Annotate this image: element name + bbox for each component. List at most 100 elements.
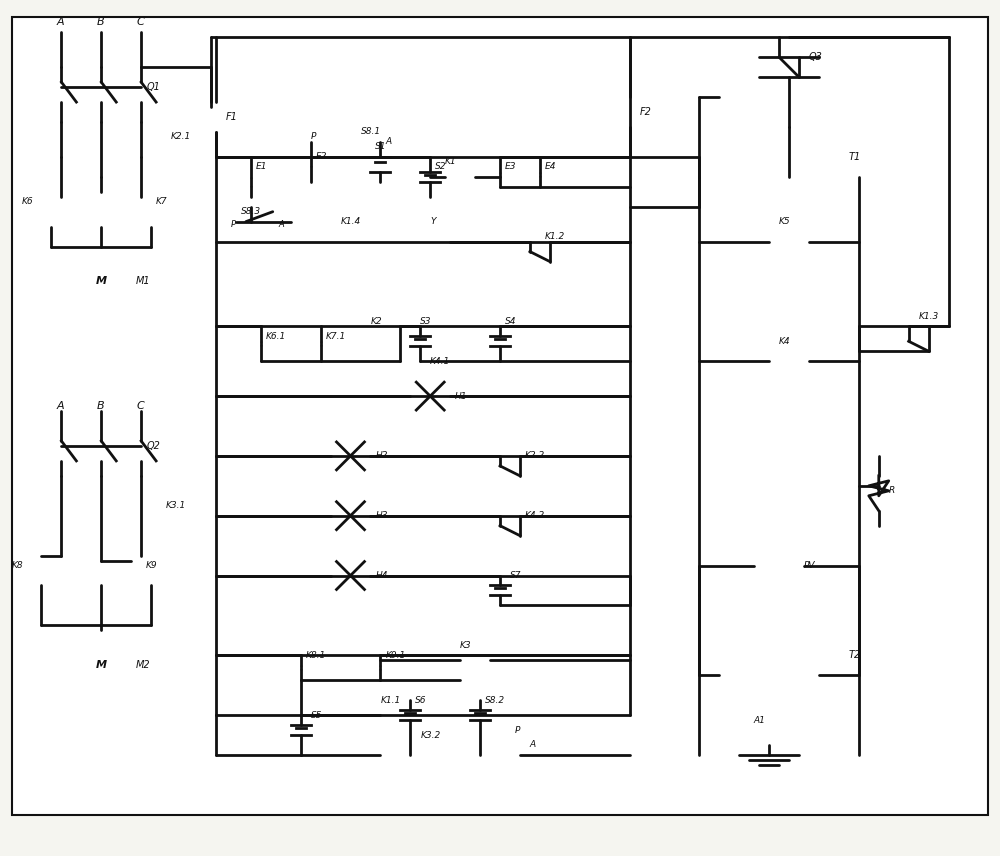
Bar [22,556,61,586]
Text: K3: K3 [460,641,472,650]
Text: K2.1: K2.1 [171,133,191,141]
Circle shape [297,711,305,719]
Text: Q3: Q3 [809,52,823,62]
Text: K7.1: K7.1 [326,332,346,341]
Text: K1.2: K1.2 [545,232,565,241]
Text: T1: T1 [849,152,861,162]
Circle shape [754,541,804,591]
Text: K1.3: K1.3 [919,312,939,321]
Text: A: A [279,220,284,229]
Text: T2: T2 [849,651,861,660]
Text: A: A [530,740,536,750]
Text: K9.1: K9.1 [385,651,406,660]
Text: S2: S2 [435,163,447,171]
Text: Y: Y [430,217,436,226]
Text: F2: F2 [640,107,651,117]
Circle shape [785,173,793,181]
Circle shape [212,392,220,400]
Text: M1: M1 [136,276,151,287]
Bar [121,197,161,227]
Text: P: P [515,726,520,734]
Text: S5: S5 [311,710,322,720]
Text: K1.4: K1.4 [341,217,361,226]
Text: E2: E2 [316,152,327,162]
Text: K9: K9 [146,561,158,570]
Text: M2: M2 [136,660,151,670]
Text: A: A [385,138,391,146]
Circle shape [66,247,136,317]
Text: M: M [96,660,107,670]
Text: K4.2: K4.2 [525,511,545,520]
Text: Q1: Q1 [146,82,160,92]
Circle shape [212,238,220,246]
Circle shape [785,33,793,41]
Bar [32,197,71,227]
Bar [370,321,400,342]
Text: K3.1: K3.1 [166,502,186,510]
Text: B: B [96,401,104,411]
Text: C: C [136,401,144,411]
Bar [719,695,819,745]
Circle shape [252,217,260,226]
Text: S3: S3 [420,317,432,326]
Text: A: A [56,401,64,411]
Bar [291,142,390,206]
Text: K1: K1 [445,158,457,166]
Text: S8.3: S8.3 [241,207,261,217]
Text: H3: H3 [375,511,388,520]
Bar [445,167,475,187]
Text: K3.2: K3.2 [420,730,441,740]
Text: E4: E4 [545,163,556,171]
Bar [331,206,390,236]
Text: E3: E3 [505,163,516,171]
Text: S7: S7 [510,571,521,580]
Circle shape [855,323,863,330]
Circle shape [855,591,863,599]
Text: C: C [136,17,144,27]
Text: A: A [56,17,64,27]
Bar [622,97,637,127]
Text: PV: PV [804,561,816,570]
Circle shape [272,217,280,226]
Circle shape [695,173,703,181]
Text: M: M [96,276,107,287]
Text: K1.1: K1.1 [380,696,401,704]
Text: S4: S4 [505,317,516,326]
Circle shape [410,376,450,416]
Text: F1: F1 [226,112,238,122]
Circle shape [212,512,220,520]
Bar [460,651,490,670]
Circle shape [855,562,863,569]
Circle shape [331,436,370,476]
Text: K5: K5 [779,217,791,226]
Bar [769,347,809,376]
Circle shape [212,153,220,161]
Circle shape [66,630,136,700]
Bar [699,596,859,675]
Text: S1: S1 [375,142,387,152]
Text: A1: A1 [753,716,765,724]
Text: K6: K6 [22,197,33,206]
Text: H1: H1 [455,391,468,401]
Circle shape [695,153,703,161]
Text: Q2: Q2 [146,441,160,451]
Circle shape [695,562,703,569]
Circle shape [855,238,863,246]
Text: K4: K4 [779,336,791,346]
Circle shape [855,357,863,366]
Bar [769,227,809,257]
Circle shape [626,323,634,330]
Text: S8.1: S8.1 [360,128,381,136]
Text: S6: S6 [415,696,427,704]
Text: K6.1: K6.1 [266,332,286,341]
Circle shape [516,726,524,734]
Circle shape [626,153,634,161]
Circle shape [331,556,370,596]
Text: K8.1: K8.1 [306,651,326,660]
Text: K2: K2 [370,317,382,326]
Bar [380,700,520,755]
Circle shape [212,572,220,580]
Bar [208,102,223,132]
Circle shape [695,238,703,246]
Text: P: P [231,220,236,229]
